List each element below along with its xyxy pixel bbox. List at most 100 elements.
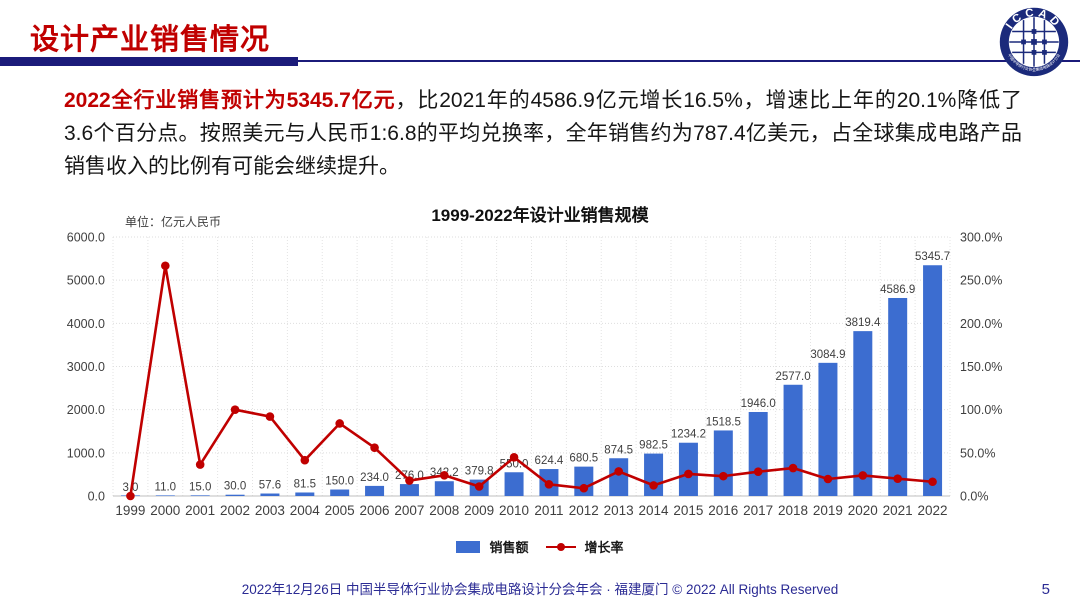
page-number: 5 — [1041, 581, 1050, 598]
sales-bar — [190, 495, 210, 496]
sales-bar — [748, 411, 768, 496]
right-axis-tick: 100.0% — [960, 403, 1002, 417]
bar-value-label: 234.0 — [360, 472, 389, 484]
sales-bar — [225, 494, 245, 496]
x-axis-year-label: 2009 — [464, 503, 494, 518]
growth-marker — [928, 477, 937, 487]
growth-marker — [893, 474, 902, 483]
bar-value-label: 57.6 — [259, 480, 281, 492]
sales-bar — [644, 453, 664, 496]
bar-value-label: 4586.9 — [880, 284, 915, 296]
bar-value-label: 81.5 — [294, 478, 316, 490]
growth-marker — [614, 467, 623, 476]
sales-bar — [783, 384, 803, 496]
bar-value-label: 982.5 — [639, 440, 668, 452]
growth-marker — [474, 482, 484, 491]
growth-marker — [858, 471, 868, 480]
growth-marker — [753, 467, 763, 476]
bar-value-label: 3084.9 — [810, 349, 845, 361]
bar-value-label: 680.5 — [569, 453, 598, 465]
bar-value-label: 874.5 — [604, 444, 633, 456]
left-axis-tick: 1000.0 — [67, 446, 105, 460]
x-axis-year-label: 2021 — [883, 503, 913, 518]
legend-sales-swatch — [456, 540, 481, 553]
left-axis-tick: 4000.0 — [67, 317, 105, 331]
intro-highlight: 2022全行业销售预计为5345.7亿元 — [64, 89, 396, 112]
sales-bar — [888, 297, 908, 496]
x-axis-year-label: 2003 — [255, 503, 285, 518]
bar-value-label: 30.0 — [224, 481, 246, 493]
left-axis-tick: 5000.0 — [67, 274, 105, 288]
sales-bar — [330, 489, 350, 496]
sales-bar — [923, 265, 943, 496]
bar-value-label: 150.0 — [325, 476, 354, 488]
sales-chart-canvas: 0.0 0.0% 1000.0 50.0% 2000.0 100.0% 3000.0 150.… — [67, 231, 1003, 519]
x-axis-year-label: 2007 — [394, 503, 424, 518]
sales-bar — [609, 458, 629, 496]
x-axis-year-label: 1999 — [115, 503, 145, 518]
bar-value-label: 2577.0 — [775, 371, 810, 383]
sales-bar — [260, 493, 280, 496]
growth-marker — [230, 405, 240, 414]
intro-paragraph: 2022全行业销售预计为5345.7亿元，比2021年的4586.9亿元增长16… — [64, 84, 1022, 183]
chart-unit-label: 单位：亿元人民币 — [125, 215, 222, 229]
sales-bar — [365, 485, 385, 496]
footer-text: 2022年12月26日 中国半导体行业协会集成电路设计分会年会 · 福建厦门 ©… — [241, 582, 839, 597]
growth-marker — [579, 483, 589, 493]
right-axis-tick: 200.0% — [960, 317, 1002, 331]
right-axis-tick: 250.0% — [960, 274, 1002, 288]
x-axis-year-label: 2014 — [639, 503, 670, 518]
sales-bar — [155, 495, 175, 496]
growth-marker — [195, 460, 205, 469]
growth-marker — [649, 481, 658, 490]
title-underline-thick — [0, 57, 298, 66]
iccad-logo-icon: ICCAD 中国半导体行业协会集成电路设计分会 — [999, 7, 1069, 77]
bar-value-label: 11.0 — [155, 482, 177, 494]
x-axis-year-label: 2017 — [743, 503, 773, 518]
sales-bar — [818, 362, 838, 496]
growth-marker — [126, 491, 135, 501]
x-axis-year-label: 2013 — [604, 503, 634, 518]
growth-marker — [300, 455, 310, 465]
growth-marker — [823, 474, 833, 484]
legend-growth-label: 增长率 — [584, 540, 624, 555]
legend-growth-line-icon — [545, 541, 576, 553]
growth-marker — [370, 443, 379, 452]
sales-bar — [434, 481, 454, 496]
x-axis-year-label: 2010 — [499, 503, 529, 518]
growth-line — [129, 264, 933, 497]
chart-title: 1999-2022年设计业销售规模 — [431, 206, 649, 225]
growth-marker — [544, 480, 554, 489]
page-title: 设计产业销售情况 — [30, 24, 271, 56]
x-axis-year-label: 2018 — [778, 503, 808, 518]
growth-marker — [265, 412, 275, 421]
iccad-logo: ICCAD 中国半导体行业协会集成电路设计分会 — [996, 3, 1072, 79]
right-axis-tick: 300.0% — [960, 231, 1002, 245]
growth-marker — [335, 419, 344, 428]
sales-bar — [399, 484, 419, 496]
bar-value-label: 1234.2 — [671, 429, 706, 441]
x-axis-year-label: 2004 — [290, 503, 321, 518]
bar-value-label: 379.8 — [465, 466, 494, 478]
right-axis-tick: 50.0% — [960, 446, 995, 460]
left-axis-tick: 0.0 — [88, 490, 105, 504]
right-axis-tick: 150.0% — [960, 360, 1002, 374]
x-axis-year-label: 2001 — [185, 503, 215, 518]
x-axis-year-label: 2020 — [848, 503, 878, 518]
growth-marker — [509, 453, 519, 462]
sales-bar — [853, 331, 873, 496]
x-axis-year-label: 2008 — [429, 503, 459, 518]
left-axis-tick: 6000.0 — [67, 231, 105, 245]
x-axis-year-label: 2019 — [813, 503, 843, 518]
bar-value-label: 5345.7 — [915, 251, 950, 263]
growth-marker — [684, 469, 693, 479]
bar-value-label: 15.0 — [189, 481, 211, 493]
sales-bar — [678, 442, 698, 496]
x-axis-year-label: 2011 — [534, 503, 563, 518]
growth-marker — [440, 470, 449, 480]
x-axis-year-label: 2015 — [673, 503, 703, 518]
right-axis-tick: 0.0% — [960, 490, 989, 504]
sales-bar — [295, 492, 315, 496]
growth-marker — [161, 261, 170, 271]
